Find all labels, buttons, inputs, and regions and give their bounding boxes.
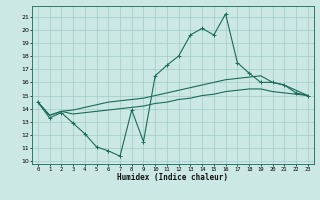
X-axis label: Humidex (Indice chaleur): Humidex (Indice chaleur): [117, 173, 228, 182]
